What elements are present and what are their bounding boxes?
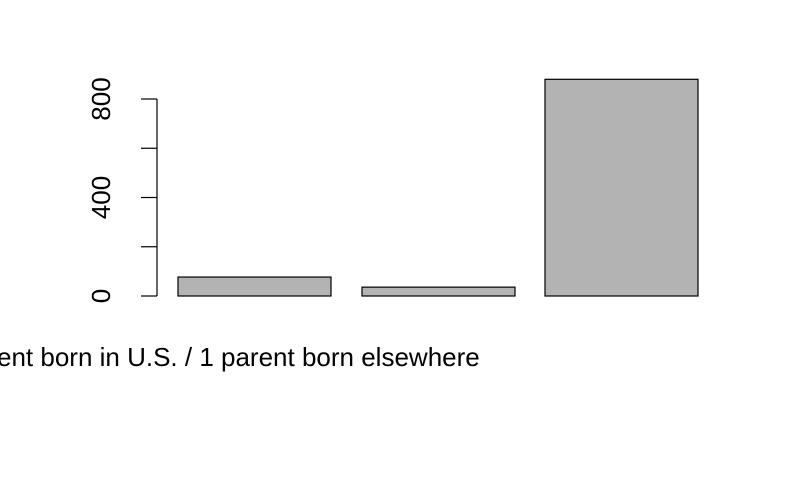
- y-tick-label-0: 0: [86, 289, 116, 303]
- category-label: ent born in U.S. / 1 parent born elsewhe…: [0, 342, 480, 372]
- bars-group: [177, 78, 699, 297]
- bar-3: [544, 78, 699, 297]
- y-tick-label-800: 800: [86, 77, 116, 120]
- bar-2: [361, 286, 516, 297]
- bar-1: [177, 276, 332, 297]
- y-tick-label-400: 400: [86, 176, 116, 219]
- y-axis: 0 400 800: [86, 77, 158, 303]
